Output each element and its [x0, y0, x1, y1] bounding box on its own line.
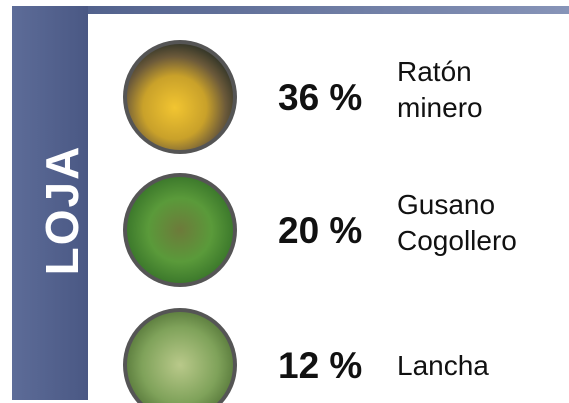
items: 36 % Ratón minero 20 % Gusano Cogollero 12 % La…: [123, 40, 517, 403]
item-name: Lancha: [397, 350, 489, 381]
item-percent: 20 %: [278, 210, 362, 251]
item-name: Cogollero: [397, 225, 517, 256]
item-percent: 36 %: [278, 77, 362, 118]
region-label: LOJA: [36, 145, 88, 276]
item-photo-inner: [127, 312, 233, 403]
top-border: [12, 6, 569, 14]
item-name: Gusano: [397, 189, 495, 220]
item-photo-inner: [127, 177, 233, 283]
item-percent: 12 %: [278, 345, 362, 386]
side-bar: [12, 6, 88, 400]
item-name: Ratón: [397, 56, 472, 87]
item-photo-inner: [127, 44, 233, 150]
item-name: minero: [397, 92, 483, 123]
